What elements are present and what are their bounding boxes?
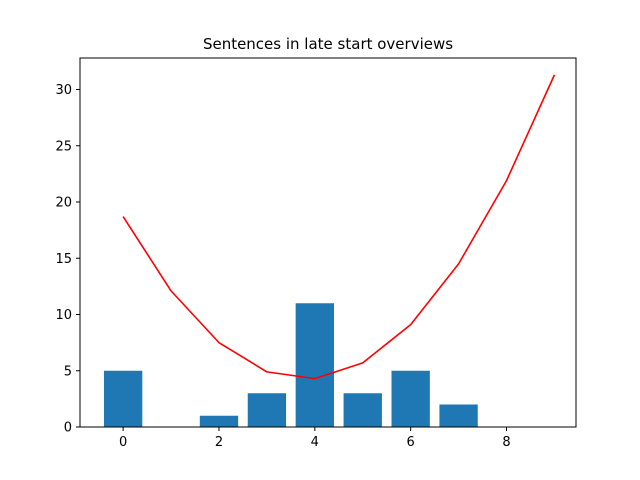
bar-3 [247, 393, 287, 427]
x-tick-label: 2 [215, 435, 223, 450]
x-tick-label: 6 [407, 435, 415, 450]
line-layer [122, 74, 556, 380]
bar-2 [199, 415, 239, 427]
y-tick-label: 20 [55, 196, 72, 211]
x-tick-label: 4 [311, 435, 319, 450]
y-tick-label: 10 [55, 308, 72, 323]
y-tick-label: 0 [64, 421, 72, 436]
bar-0 [103, 370, 143, 427]
chart-title: Sentences in late start overviews [203, 35, 453, 53]
bar-7 [439, 404, 478, 427]
y-tick-label: 15 [55, 252, 72, 267]
bar-4 [295, 303, 334, 427]
bar-6 [391, 370, 430, 427]
y-tick-label: 5 [64, 364, 72, 379]
y-tick-label: 25 [55, 139, 72, 154]
line-series [122, 74, 556, 380]
bar-5 [343, 393, 382, 427]
bars-layer [103, 303, 478, 427]
x-tick-label: 0 [119, 435, 127, 450]
y-tick-label: 30 [55, 83, 72, 98]
axes-layer: 0 2 4 6 8 0 5 10 15 20 25 30 [55, 57, 577, 450]
plot-frame [79, 57, 577, 428]
x-tick-label: 8 [502, 435, 510, 450]
